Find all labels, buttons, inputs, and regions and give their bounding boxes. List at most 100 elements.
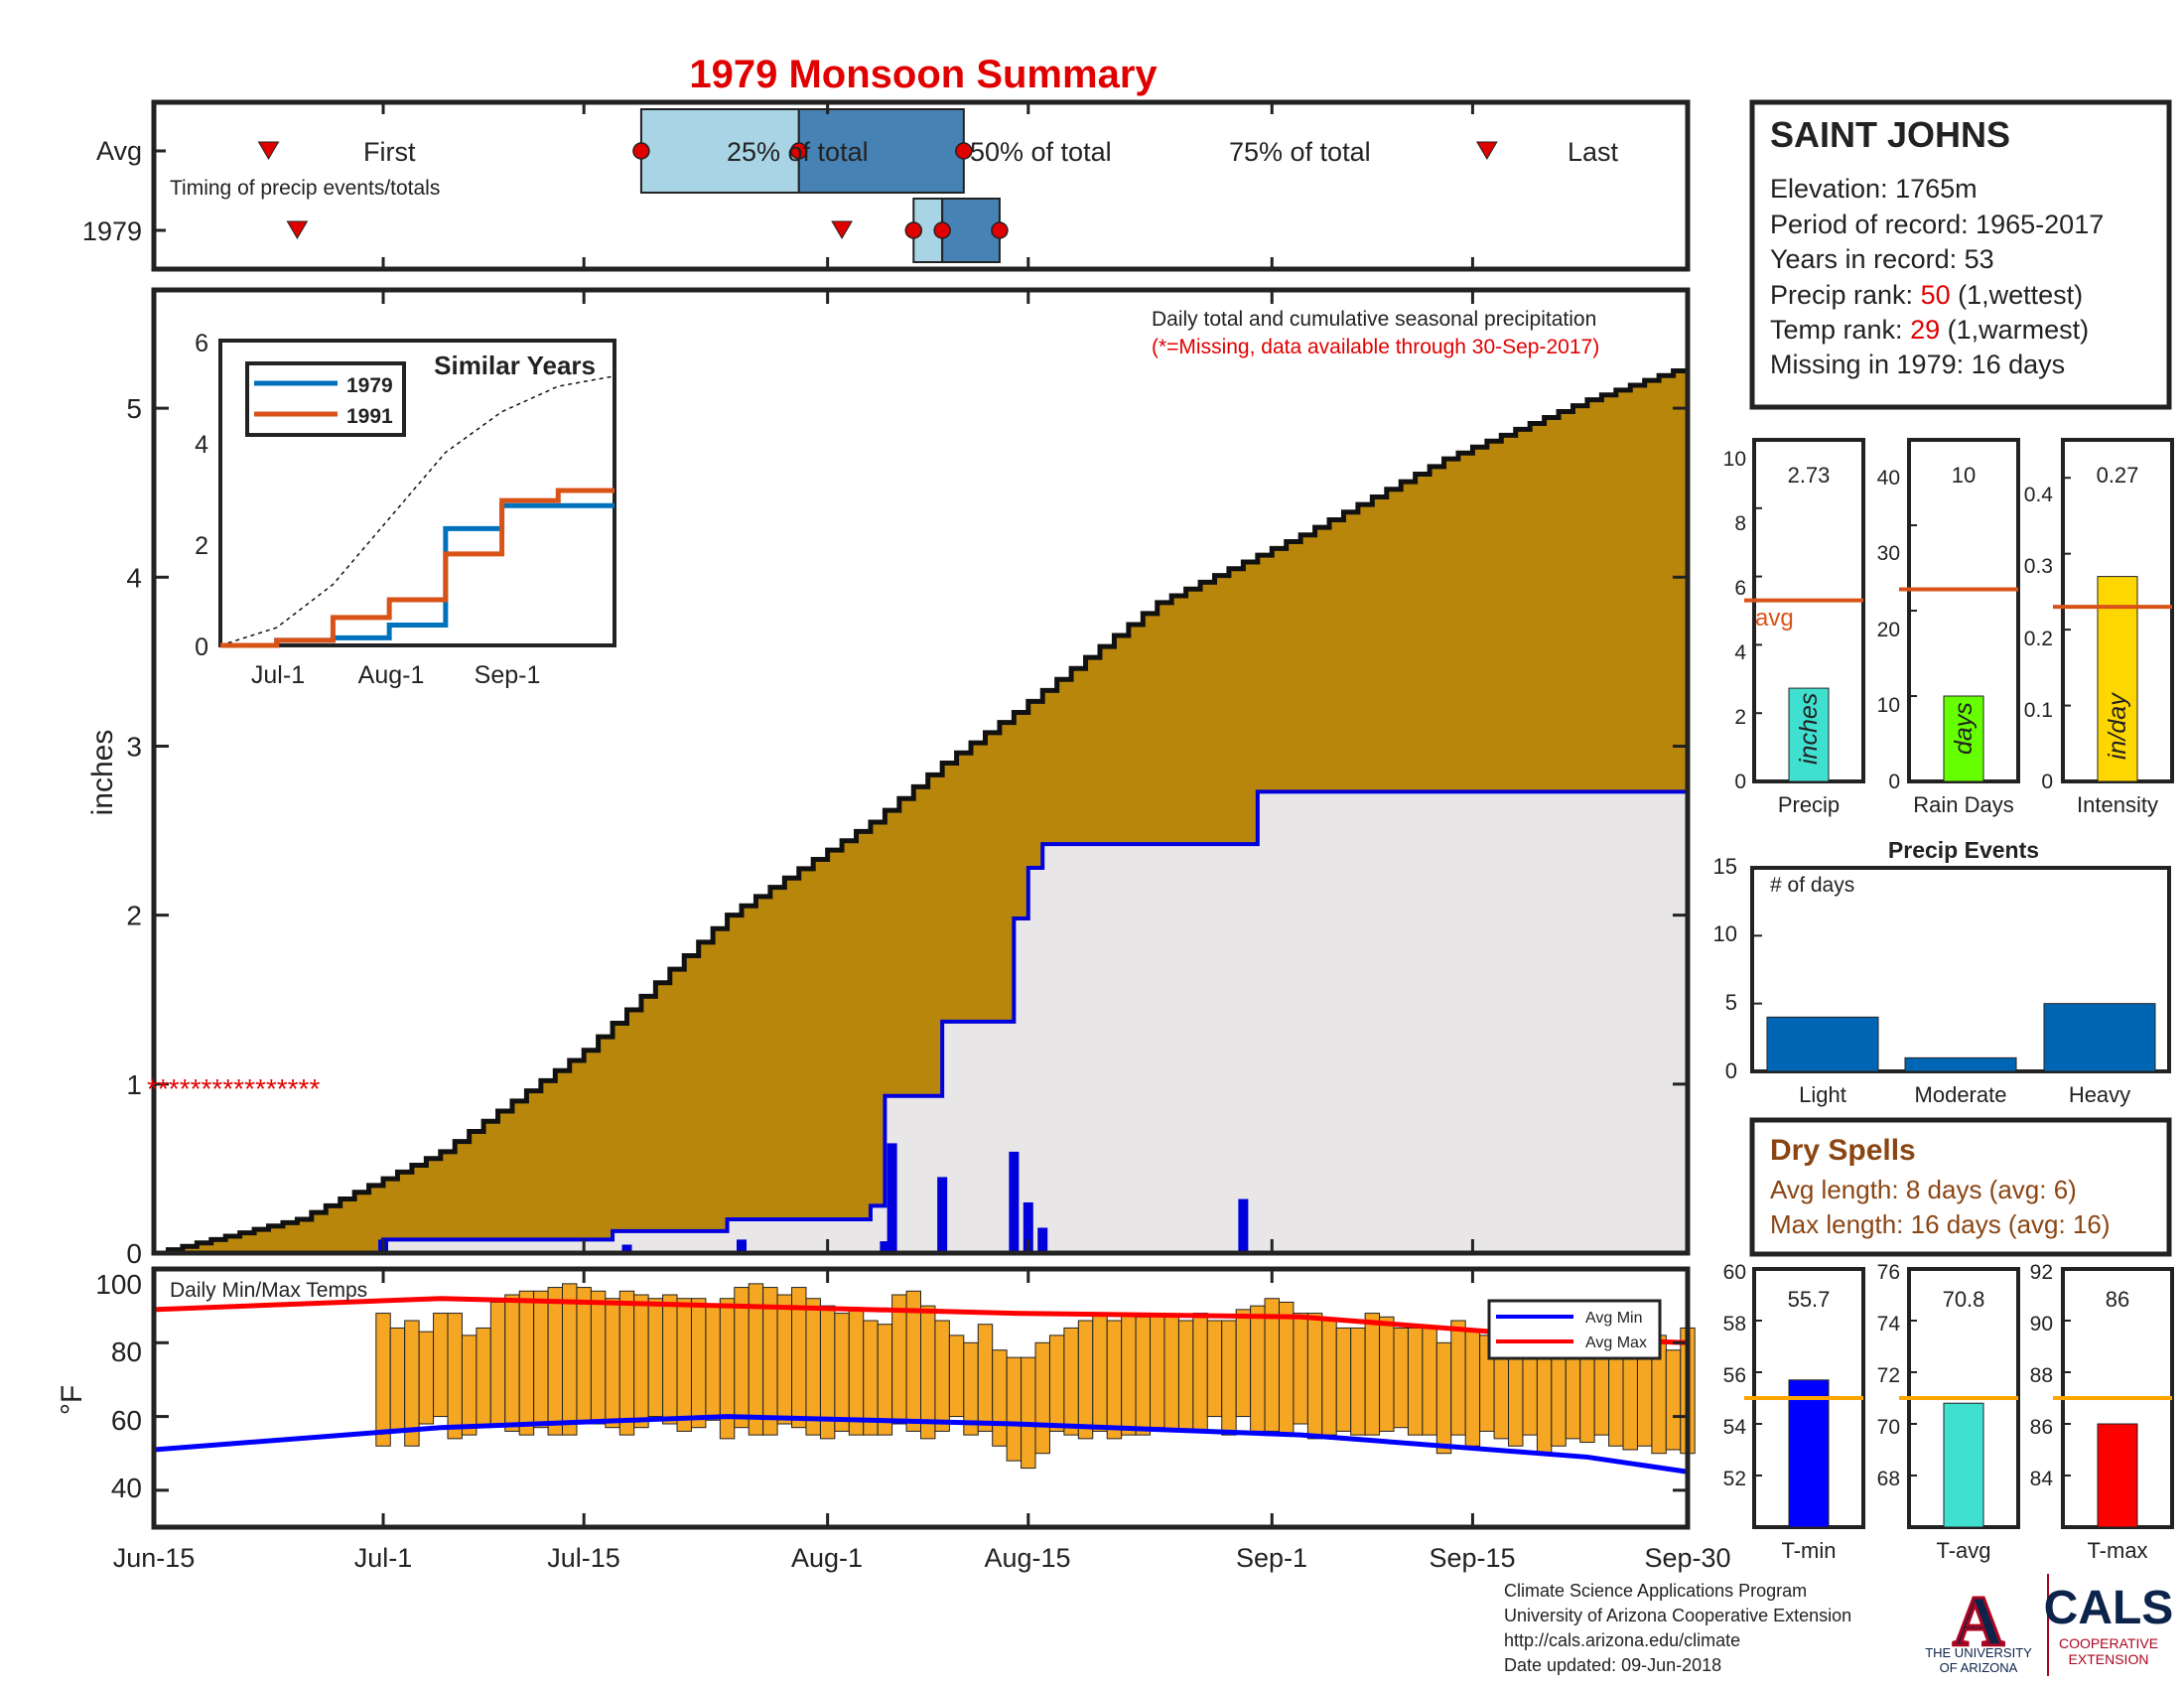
precip-note: Daily total and cumulative seasonal prec… [1152, 308, 1596, 331]
daily-precip-bar [887, 1143, 897, 1253]
tavg-value: 70.8 [1943, 1287, 1985, 1312]
daily-temp-bar [1206, 1320, 1223, 1418]
tmax-ytick: 86 [2030, 1416, 2053, 1439]
precip-ytick-label: 2 [126, 901, 142, 931]
daily-temp-bar [605, 1298, 620, 1429]
intensity-ytick: 0 [2041, 771, 2053, 793]
station-elevation: Elevation: 1765m [1770, 174, 1978, 204]
events-bars [1752, 867, 2156, 1072]
intensity-stat-bar [2097, 576, 2138, 782]
temps-title: Daily Min/Max Temps [170, 1279, 367, 1302]
footer-line: University of Arizona Cooperative Extens… [1504, 1606, 1851, 1625]
precip-ytick: 0 [1734, 771, 1746, 793]
tavg-ytick: 72 [1877, 1364, 1900, 1387]
precip-ytick: 4 [1734, 641, 1746, 664]
tmax-value: 86 [2106, 1287, 2129, 1312]
daily-precip-bar [1238, 1198, 1249, 1253]
daily-precip-bar [737, 1239, 748, 1253]
daily-temp-bar [834, 1313, 850, 1432]
date-tick: Sep-30 [1644, 1543, 1730, 1573]
timing-marks [152, 102, 1690, 269]
daily-temp-bar [518, 1290, 535, 1436]
daily-temp-bar [489, 1301, 506, 1425]
precip-ytick: 10 [1723, 448, 1746, 471]
daily-temp-bar [633, 1294, 649, 1429]
intensity-ytick: 0.1 [2024, 699, 2053, 722]
daily-temp-bar [375, 1313, 391, 1447]
daily-temp-bar [618, 1290, 635, 1436]
timing-year-label: 1979 [82, 216, 142, 246]
ua-logo-mark: A [1953, 1582, 2004, 1661]
events-bar-moderate [1904, 1056, 2017, 1072]
legend-avg-max: Avg Max [1585, 1335, 1647, 1351]
precip-ytick: 2 [1734, 706, 1746, 729]
timing-subtitle: Timing of precip events/totals [170, 177, 440, 200]
daily-temp-bar [1163, 1316, 1179, 1432]
avg-p50-dot [790, 142, 808, 160]
avg-q1-box [639, 108, 800, 194]
timing-text-labels: First 25% of total 50% of total 75% of t… [363, 137, 1619, 167]
daily-temp-bar [1450, 1320, 1466, 1436]
daily-temp-bar [1293, 1313, 1308, 1425]
timing-p50-label: 50% of total [970, 137, 1112, 167]
stat-labels: 2.73 10 0.27 avg inches days in/day Prec… [1723, 448, 2158, 817]
daily-temp-bar [705, 1305, 721, 1421]
timing-first-label: First [363, 137, 416, 167]
footer-line: Date updated: 09-Jun-2018 [1504, 1655, 1721, 1675]
intensity-stat-value: 0.27 [2097, 463, 2139, 488]
daily-temp-bar [1278, 1301, 1295, 1436]
daily-temp-bar [805, 1298, 821, 1436]
temp-stat-bars [1744, 1267, 2174, 1529]
temps-panel: Daily Min/Max Temps °F 40 60 80 100 Avg … [56, 1266, 1696, 1530]
dry-title: Dry Spells [1770, 1134, 1916, 1167]
chart-title: 1979 Monsoon Summary [689, 53, 1158, 96]
timing-last-label: Last [1568, 137, 1619, 167]
daily-temp-bar [1393, 1327, 1409, 1429]
events-cat: Light [1799, 1082, 1846, 1107]
raindays-ytick: 20 [1877, 619, 1900, 641]
timing-p75-label: 75% of total [1229, 137, 1371, 167]
daily-temp-bar [1092, 1313, 1108, 1432]
daily-temp-bar [418, 1331, 435, 1425]
avg-q2-box [797, 108, 965, 194]
tavg-ytick: 76 [1877, 1261, 1900, 1284]
station-box: SAINT JOHNS Elevation: 1765m Period of r… [1749, 99, 2172, 410]
daily-temp-bar [776, 1294, 793, 1425]
avg-min-line [153, 1414, 1689, 1475]
legend-avg-min: Avg Min [1585, 1310, 1643, 1327]
inset-legend-1991: 1991 [346, 405, 393, 428]
raindays-ytick: 10 [1877, 694, 1900, 717]
tmax-stat-bar [2097, 1423, 2138, 1528]
daily-temp-bar [1106, 1320, 1123, 1440]
tmin-ytick: 54 [1723, 1416, 1747, 1439]
avg-first-marker [257, 141, 280, 160]
raindays-ytick: 0 [1888, 771, 1900, 793]
date-tick: Aug-1 [791, 1543, 863, 1573]
raindays-ytick: 40 [1877, 467, 1900, 490]
inset-xtick: Aug-1 [358, 661, 425, 689]
precip-ytick-label: 4 [126, 562, 142, 593]
avg-last-marker [1475, 141, 1498, 160]
station-precip-rank: Precip rank: 50 (1,wettest) [1770, 280, 2083, 310]
station-missing: Missing in 1979: 16 days [1770, 350, 2065, 379]
station-name: SAINT JOHNS [1770, 114, 2010, 155]
timing-panel: Avg 1979 Timing of precip events/totals … [82, 99, 1691, 272]
tmin-ytick: 60 [1723, 1261, 1746, 1284]
tavg-stat-bar [1943, 1402, 1984, 1528]
raindays-stat-unit: days [1950, 702, 1978, 755]
inset-ytick: 4 [195, 431, 208, 459]
inset-ytick: 0 [195, 633, 208, 661]
tavg-ytick: 70 [1877, 1416, 1900, 1439]
daily-temp-bar [934, 1320, 950, 1432]
events-bar-light [1766, 1016, 1879, 1072]
missing-markers: **************** [147, 1073, 320, 1104]
ua-line1: THE UNIVERSITY [1925, 1645, 2032, 1660]
daily-precip-bar [1037, 1227, 1048, 1253]
daily-temp-bar [1250, 1305, 1266, 1432]
intensity-ytick: 0.4 [2024, 484, 2054, 506]
precip-ytick-label: 0 [126, 1238, 142, 1269]
temps-ytick: 40 [111, 1473, 142, 1503]
raindays-stat-label: Rain Days [1913, 792, 2013, 817]
daily-temp-bar [590, 1290, 607, 1425]
inset-ytick: 6 [195, 330, 208, 357]
